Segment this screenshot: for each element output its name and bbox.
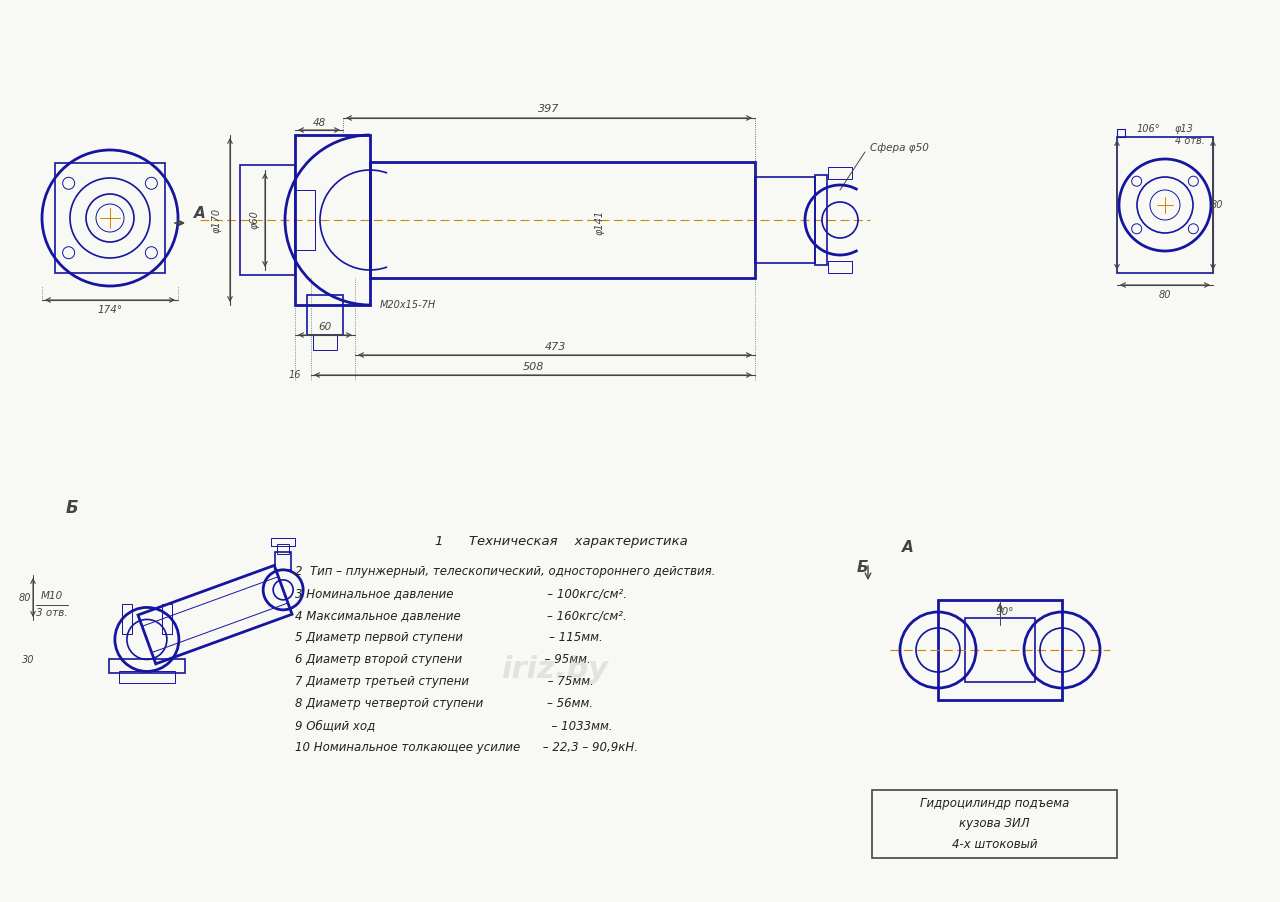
Text: 5 Диаметр первой ступени                       – 115мм.: 5 Диаметр первой ступени – 115мм. bbox=[294, 631, 603, 645]
Text: А: А bbox=[902, 540, 914, 556]
Text: φ170: φ170 bbox=[212, 207, 221, 233]
Text: кузова ЗИЛ: кузова ЗИЛ bbox=[959, 817, 1030, 831]
Text: 4 отв.: 4 отв. bbox=[1175, 136, 1204, 146]
Text: 508: 508 bbox=[522, 362, 544, 372]
Text: 174°: 174° bbox=[97, 305, 123, 315]
Bar bbox=[275, 552, 291, 570]
Bar bbox=[815, 175, 827, 265]
Text: 4-х штоковый: 4-х штоковый bbox=[952, 837, 1037, 851]
Text: 60: 60 bbox=[319, 322, 332, 332]
Text: Сфера φ50: Сфера φ50 bbox=[870, 143, 929, 153]
Bar bbox=[872, 790, 1117, 858]
Bar bbox=[294, 135, 370, 305]
Bar bbox=[122, 604, 132, 634]
Bar bbox=[755, 177, 815, 263]
Bar bbox=[965, 618, 1036, 682]
Bar bbox=[161, 604, 172, 634]
Text: М10: М10 bbox=[41, 591, 63, 601]
Bar bbox=[828, 167, 852, 179]
Bar bbox=[55, 163, 165, 273]
Bar bbox=[314, 335, 337, 350]
Text: Б: Б bbox=[65, 499, 78, 517]
Text: 1      Техническая    характеристика: 1 Техническая характеристика bbox=[435, 536, 687, 548]
Text: 90°: 90° bbox=[996, 607, 1014, 617]
Bar bbox=[938, 600, 1062, 700]
Text: 7 Диаметр третьей ступени                     – 75мм.: 7 Диаметр третьей ступени – 75мм. bbox=[294, 676, 594, 688]
Text: М20х15-7Н: М20х15-7Н bbox=[380, 300, 436, 310]
Text: 30: 30 bbox=[22, 655, 35, 665]
Text: 2  Тип – плунжерный, телескопический, одностороннего действия.: 2 Тип – плунжерный, телескопический, одн… bbox=[294, 566, 716, 578]
Text: 3 отв.: 3 отв. bbox=[36, 608, 68, 618]
Text: φ13: φ13 bbox=[1175, 124, 1194, 134]
Text: 80: 80 bbox=[19, 593, 31, 603]
Text: 9 Общий ход                                               – 1033мм.: 9 Общий ход – 1033мм. bbox=[294, 720, 613, 732]
Text: 10 Номинальное толкающее усилие      – 22,3 – 90,9кН.: 10 Номинальное толкающее усилие – 22,3 –… bbox=[294, 741, 637, 754]
Text: 16: 16 bbox=[288, 370, 301, 380]
Text: 4 Максимальное давление                       – 160кгс/см².: 4 Максимальное давление – 160кгс/см². bbox=[294, 610, 627, 622]
Text: 473: 473 bbox=[544, 342, 566, 352]
Bar bbox=[278, 544, 289, 554]
Bar bbox=[828, 261, 852, 273]
Bar bbox=[1117, 129, 1125, 137]
Text: 8 Диаметр четвертой ступени                 – 56мм.: 8 Диаметр четвертой ступени – 56мм. bbox=[294, 697, 593, 711]
Text: φ141: φ141 bbox=[595, 209, 605, 235]
Bar bbox=[241, 165, 294, 275]
Text: А: А bbox=[195, 207, 206, 222]
Text: 80: 80 bbox=[1211, 200, 1224, 210]
Text: Б: Б bbox=[856, 560, 868, 575]
Text: Гидроцилиндр подъема: Гидроцилиндр подъема bbox=[920, 797, 1069, 811]
Text: 397: 397 bbox=[539, 104, 559, 114]
Bar bbox=[370, 162, 755, 278]
Bar bbox=[1117, 137, 1213, 273]
Bar bbox=[271, 538, 296, 546]
Text: 48: 48 bbox=[312, 118, 325, 128]
Text: 3 Номинальное давление                         – 100кгс/см².: 3 Номинальное давление – 100кгс/см². bbox=[294, 587, 627, 601]
Bar bbox=[307, 295, 343, 335]
Text: 106°: 106° bbox=[1137, 124, 1161, 134]
Text: 80: 80 bbox=[1158, 290, 1171, 300]
Text: φ60: φ60 bbox=[250, 210, 260, 229]
Bar bbox=[119, 671, 175, 684]
Text: iriz.by: iriz.by bbox=[502, 656, 608, 685]
Bar bbox=[109, 659, 184, 674]
Text: 6 Диаметр второй ступени                      – 95мм.: 6 Диаметр второй ступени – 95мм. bbox=[294, 654, 591, 667]
